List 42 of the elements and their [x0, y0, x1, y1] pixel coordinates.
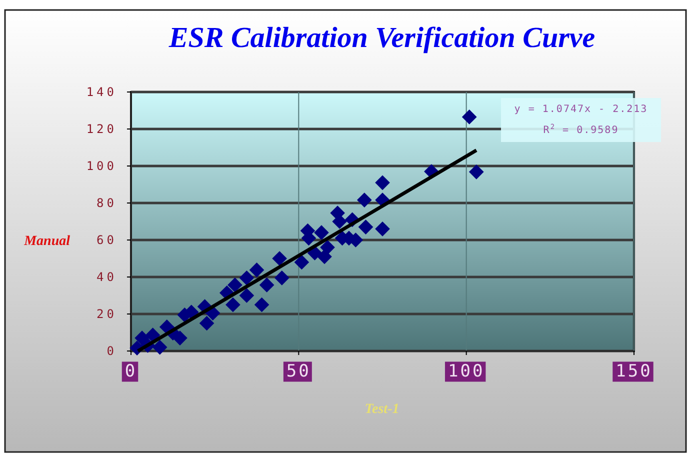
point	[320, 240, 335, 255]
y-tick-label: 40	[96, 270, 117, 284]
point	[134, 330, 150, 346]
y-tick-label: 60	[96, 232, 117, 247]
y-tick-label: 0	[106, 344, 117, 358]
y-tick-label: 140	[86, 84, 117, 99]
annotation: R$^{2}$ = 0.9589	[543, 123, 619, 136]
point	[332, 214, 347, 229]
point	[239, 288, 254, 303]
point	[145, 328, 160, 343]
point	[356, 192, 372, 208]
point	[274, 270, 290, 286]
y-axis-title: Manual	[23, 234, 70, 249]
point	[375, 175, 390, 190]
point	[228, 278, 242, 292]
point	[249, 262, 264, 278]
x-tick-label: 0	[124, 362, 138, 382]
point	[172, 330, 188, 346]
x-tick-label: 100	[448, 362, 485, 382]
chart-title: ESR Calibration Verification Curve	[168, 22, 596, 54]
x-tick-label: 150	[616, 362, 652, 382]
point	[375, 221, 390, 236]
annotation: y = 1.0747x - 2.213	[514, 104, 648, 115]
x-axis-title: Test-1	[364, 402, 400, 417]
point	[317, 249, 332, 264]
point	[358, 220, 374, 234]
point	[239, 270, 254, 286]
point	[314, 225, 329, 240]
x-tick-label: 50	[286, 362, 311, 382]
point	[226, 297, 240, 312]
y-tick-label: 120	[86, 122, 117, 136]
y-tick-label: 100	[86, 158, 117, 173]
y-tick-label: 80	[96, 196, 117, 210]
point	[152, 340, 168, 355]
point	[468, 164, 484, 180]
y-tick-label: 20	[96, 306, 117, 321]
point	[272, 251, 287, 266]
point	[462, 110, 477, 124]
point	[199, 316, 214, 331]
point	[254, 297, 270, 312]
point	[294, 254, 310, 270]
point	[259, 278, 274, 292]
